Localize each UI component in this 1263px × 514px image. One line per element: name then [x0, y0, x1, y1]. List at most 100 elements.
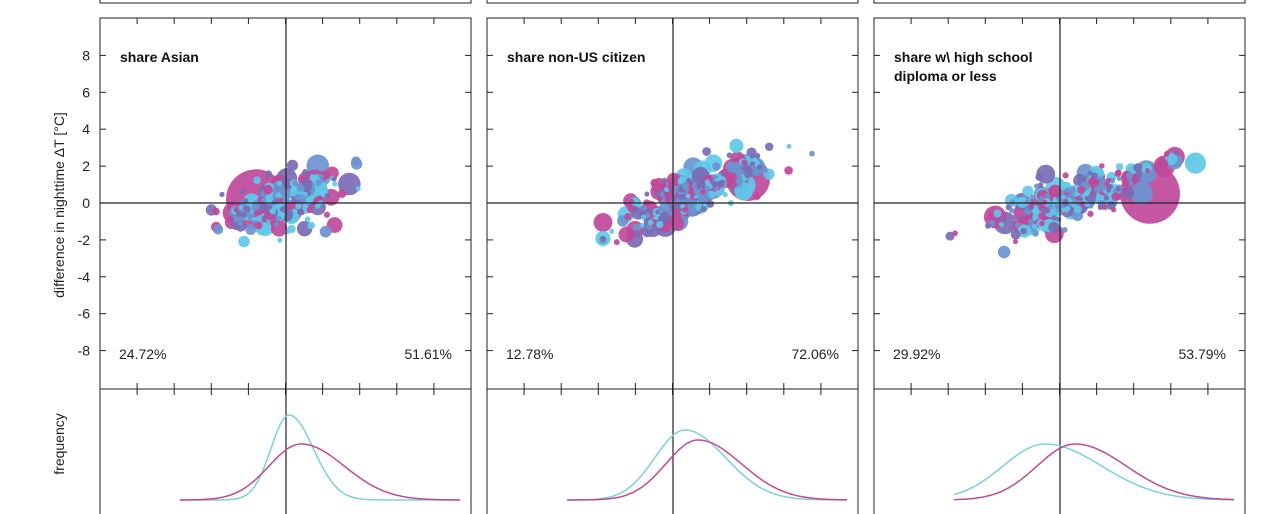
right-percentage: 53.79%: [1179, 346, 1226, 362]
bubble-point: [1009, 207, 1015, 214]
bubble-point: [635, 224, 641, 231]
bubble-point: [1130, 182, 1153, 205]
right-percentage: 72.06%: [792, 346, 839, 362]
bubble-point: [669, 204, 675, 210]
bubble-point: [1035, 173, 1043, 181]
bubble-point: [332, 181, 338, 187]
frequency-curves: [567, 429, 847, 501]
bubble-point: [1051, 215, 1057, 221]
bubble-point: [756, 164, 762, 170]
bubble-point: [712, 162, 721, 171]
bubble-point: [275, 192, 282, 198]
bubble-point: [1065, 206, 1071, 212]
bubble-point: [647, 219, 654, 226]
bubble-point: [1044, 208, 1051, 214]
bubble-point: [1040, 215, 1046, 221]
bubble-point: [287, 202, 295, 210]
bubble-point: [1110, 207, 1117, 213]
bubble-point: [273, 221, 279, 227]
bubble-point: [1184, 152, 1207, 174]
frequency-curve: [953, 443, 1234, 501]
bubbles: [593, 138, 815, 248]
bubble-point: [295, 203, 302, 210]
bubble-point: [732, 161, 741, 170]
bubble-point: [644, 212, 651, 219]
bubble-point: [726, 152, 733, 159]
bubble-point: [719, 188, 725, 194]
bubble-point: [1091, 172, 1098, 179]
bubble-point: [1090, 190, 1096, 196]
bubble-point: [1127, 175, 1133, 181]
bubble-point: [337, 189, 347, 198]
panel-2: share non-US citizen 12.78% 72.06%: [486, 0, 859, 514]
bubble-point: [1032, 230, 1039, 237]
bubble-point: [1051, 199, 1057, 205]
bubble-point: [1044, 192, 1051, 199]
bubble-point: [1145, 168, 1151, 174]
bubble-point: [219, 191, 225, 198]
bubble-point: [670, 194, 678, 202]
bubble-point: [750, 161, 756, 167]
bubble-point: [261, 197, 267, 203]
bubble-point: [657, 206, 663, 212]
bubble-point: [786, 143, 792, 149]
y-tick-label: -2: [78, 232, 91, 248]
bubble-point: [741, 159, 748, 166]
frequency-axis-title: frequency: [51, 413, 67, 474]
bubble-point: [646, 224, 653, 231]
bubble-point: [317, 195, 323, 201]
bubble-point: [304, 216, 311, 222]
bubble-point: [1116, 175, 1122, 181]
bubble-point: [687, 206, 698, 217]
bubble-point: [681, 207, 688, 213]
bubble-point: [633, 207, 639, 213]
bubble-point: [685, 193, 691, 199]
bubble-point: [318, 173, 324, 179]
bubble-point: [698, 197, 704, 203]
bubble-point: [707, 190, 716, 199]
bubble-point: [706, 200, 715, 208]
bubble-point: [1031, 223, 1038, 229]
bubble-point: [302, 168, 309, 176]
bubble-point: [292, 180, 299, 187]
bubble-point: [609, 228, 615, 234]
bubble-point: [254, 221, 263, 230]
bubble-point: [722, 191, 728, 198]
y-tick-label: 8: [82, 47, 90, 63]
bubble-point: [1094, 179, 1100, 185]
bubble-point: [238, 235, 250, 248]
bubble-point: [1077, 185, 1086, 194]
bubble-point: [306, 206, 314, 214]
bubble-point: [1061, 207, 1067, 213]
bubble-point: [249, 213, 255, 219]
panel-1: share Asian 24.72% 51.61%: [99, 0, 472, 514]
bubble-point: [266, 204, 273, 210]
bubble-point: [1062, 172, 1069, 179]
bubble-point: [301, 178, 310, 187]
bubble-point: [275, 215, 282, 222]
freq-frame: [99, 389, 472, 514]
bubble-point: [351, 156, 361, 166]
bubble-point: [1061, 226, 1068, 233]
bubble-point: [762, 167, 769, 174]
bubble-point: [704, 179, 710, 185]
bubble-point: [243, 198, 249, 204]
y-tick-label: 2: [82, 158, 90, 174]
bubble-point: [1009, 199, 1016, 205]
bubble-point: [678, 188, 684, 194]
bubble-point: [1128, 180, 1134, 186]
bubble-point: [306, 199, 312, 205]
top-strip-frame: [486, 0, 859, 4]
bubble-point: [331, 176, 337, 182]
bubble-point: [284, 190, 291, 197]
bubble-point: [683, 185, 690, 192]
top-strip-frame: [99, 0, 472, 4]
bubble-point: [700, 205, 707, 213]
bubble-point: [997, 245, 1011, 259]
bubble-point: [675, 203, 682, 210]
frequency-curve: [954, 443, 1234, 501]
y-tick-labels: 8 6 4 2 0 -2 -4 -6 -8: [78, 47, 91, 358]
y-axis-title: difference in nighttime ΔT [°C]: [51, 112, 67, 298]
bubble-point: [1115, 186, 1121, 192]
bubble-point: [250, 193, 256, 199]
